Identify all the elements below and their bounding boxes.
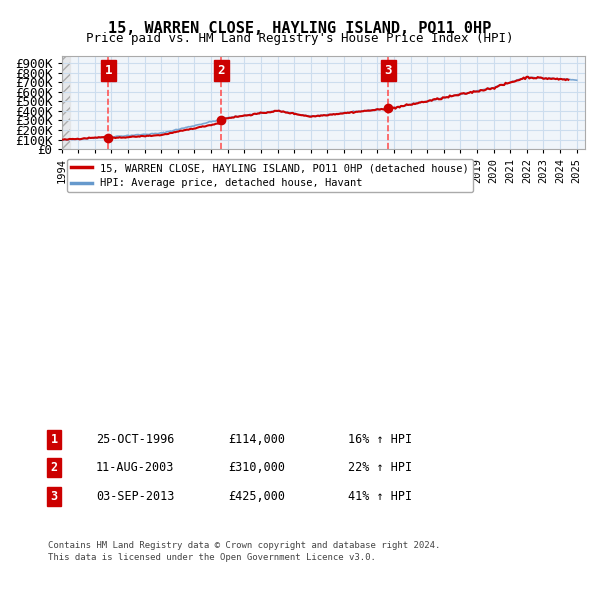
Text: £114,000: £114,000: [228, 433, 285, 446]
Bar: [62, 56, 70, 149]
Text: 22% ↑ HPI: 22% ↑ HPI: [348, 461, 412, 474]
Text: 41% ↑ HPI: 41% ↑ HPI: [348, 490, 412, 503]
Text: 2: 2: [217, 64, 225, 77]
Text: 1: 1: [50, 433, 58, 446]
Text: Contains HM Land Registry data © Crown copyright and database right 2024.: Contains HM Land Registry data © Crown c…: [48, 541, 440, 550]
Text: 15, WARREN CLOSE, HAYLING ISLAND, PO11 0HP: 15, WARREN CLOSE, HAYLING ISLAND, PO11 0…: [109, 21, 491, 35]
Text: Price paid vs. HM Land Registry's House Price Index (HPI): Price paid vs. HM Land Registry's House …: [86, 32, 514, 45]
Text: 16% ↑ HPI: 16% ↑ HPI: [348, 433, 412, 446]
Text: 1: 1: [104, 64, 112, 77]
Text: 3: 3: [50, 490, 58, 503]
Text: This data is licensed under the Open Government Licence v3.0.: This data is licensed under the Open Gov…: [48, 553, 376, 562]
Text: £310,000: £310,000: [228, 461, 285, 474]
Bar: [62, 56, 70, 149]
Text: 25-OCT-1996: 25-OCT-1996: [96, 433, 175, 446]
Text: 03-SEP-2013: 03-SEP-2013: [96, 490, 175, 503]
Legend: 15, WARREN CLOSE, HAYLING ISLAND, PO11 0HP (detached house), HPI: Average price,: 15, WARREN CLOSE, HAYLING ISLAND, PO11 0…: [67, 159, 473, 192]
Text: 2: 2: [50, 461, 58, 474]
Text: 11-AUG-2003: 11-AUG-2003: [96, 461, 175, 474]
Text: £425,000: £425,000: [228, 490, 285, 503]
Text: 3: 3: [385, 64, 392, 77]
